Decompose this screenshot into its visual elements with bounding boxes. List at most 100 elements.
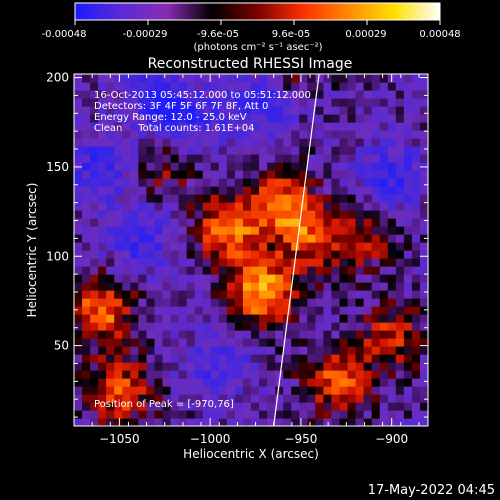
heatmap-cell <box>82 154 91 163</box>
heatmap-cell <box>186 74 196 83</box>
heatmap-cell <box>379 274 389 283</box>
heatmap-cell <box>106 74 115 83</box>
heatmap-cell <box>347 186 357 195</box>
heatmap-cell <box>379 338 389 347</box>
heatmap-cell <box>347 234 357 243</box>
heatmap-cell <box>74 186 83 195</box>
heatmap-cell <box>291 314 300 323</box>
heatmap-cell <box>74 394 83 403</box>
heatmap-cell <box>74 274 83 283</box>
heatmap-cell <box>226 82 236 91</box>
heatmap-cell <box>355 306 365 315</box>
heatmap-cell <box>226 226 236 235</box>
heatmap-cell <box>178 82 188 91</box>
heatmap-cell <box>122 218 131 227</box>
heatmap-cell <box>411 410 421 419</box>
heatmap-cell <box>178 130 188 139</box>
heatmap-cell <box>419 106 428 115</box>
heatmap-cell <box>355 258 365 267</box>
heatmap-cell <box>170 106 180 115</box>
heatmap-cell <box>411 354 421 363</box>
heatmap-cell <box>186 122 196 131</box>
heatmap-cell <box>186 162 196 171</box>
heatmap-cell <box>379 418 389 426</box>
heatmap-cell <box>323 154 333 163</box>
heatmap-cell <box>234 106 244 115</box>
heatmap-cell <box>259 394 268 403</box>
heatmap-cell <box>162 346 172 355</box>
heatmap-cell <box>419 170 428 179</box>
heatmap-cell <box>130 322 139 331</box>
heatmap-cell <box>170 178 180 187</box>
heatmap-cell <box>387 106 397 115</box>
heatmap-cell <box>106 250 115 259</box>
heatmap-cell <box>379 90 389 99</box>
heatmap-cell <box>307 386 316 395</box>
heatmap-cell <box>283 418 292 426</box>
heatmap-cell <box>130 298 139 307</box>
heatmap-cell <box>419 186 428 195</box>
heatmap-cell <box>267 146 276 155</box>
heatmap-cell <box>323 402 333 411</box>
heatmap-cell <box>411 194 421 203</box>
heatmap-cell <box>114 138 123 147</box>
heatmap-cell <box>291 234 300 243</box>
heatmap-cell <box>138 122 148 131</box>
heatmap-cell <box>98 194 107 203</box>
limb-line <box>273 73 320 427</box>
heatmap-cell <box>122 394 131 403</box>
heatmap-cell <box>210 138 220 147</box>
heatmap-cell <box>90 210 99 219</box>
heatmap-cell <box>138 218 148 227</box>
heatmap-cell <box>138 154 148 163</box>
heatmap-cell <box>275 154 284 163</box>
heatmap-cell <box>154 354 164 363</box>
heatmap-cell <box>234 122 244 131</box>
heatmap-cell <box>315 378 325 387</box>
heatmap-cell <box>170 82 180 91</box>
heatmap-cell <box>363 178 373 187</box>
heatmap-cell <box>170 234 180 243</box>
heatmap-cell <box>170 330 180 339</box>
heatmap-cell <box>403 130 413 139</box>
heatmap-cell <box>411 322 421 331</box>
heatmap-cell <box>283 386 292 395</box>
heatmap-cell <box>355 146 365 155</box>
heatmap-cell <box>267 154 276 163</box>
heatmap-cell <box>242 194 252 203</box>
heatmap-cell <box>355 114 365 123</box>
heatmap-cell <box>106 114 115 123</box>
heatmap-cell <box>98 186 107 195</box>
x-axis-label: Heliocentric X (arcsec) <box>183 447 319 461</box>
heatmap-cell <box>267 218 276 227</box>
heatmap-cell <box>74 330 83 339</box>
heatmap-cell <box>411 314 421 323</box>
heatmap-cell <box>242 362 252 371</box>
heatmap-cell <box>242 90 252 99</box>
heatmap-cell <box>363 218 373 227</box>
heatmap-cell <box>98 210 107 219</box>
heatmap-cell <box>323 194 333 203</box>
heatmap-cell <box>130 282 139 291</box>
heatmap-cell <box>202 98 212 107</box>
heatmap-cell <box>347 290 357 299</box>
heatmap-cell <box>251 354 260 363</box>
heatmap-cell <box>315 226 325 235</box>
heatmap-cell <box>291 386 300 395</box>
heatmap-cell <box>186 154 196 163</box>
heatmap-cell <box>82 130 91 139</box>
heatmap-cell <box>98 98 107 107</box>
heatmap-cell <box>251 154 260 163</box>
heatmap-cell <box>130 258 139 267</box>
heatmap-cell <box>202 370 212 379</box>
heatmap-cell <box>90 274 99 283</box>
heatmap-cell <box>154 138 164 147</box>
heatmap-cell <box>371 194 381 203</box>
heatmap-cell <box>251 370 260 379</box>
heatmap-cell <box>323 266 333 275</box>
heatmap-cell <box>331 306 341 315</box>
heatmap-cell <box>138 106 148 115</box>
heatmap-cell <box>170 122 180 131</box>
heatmap-cell <box>379 394 389 403</box>
heatmap-cell <box>323 170 333 179</box>
